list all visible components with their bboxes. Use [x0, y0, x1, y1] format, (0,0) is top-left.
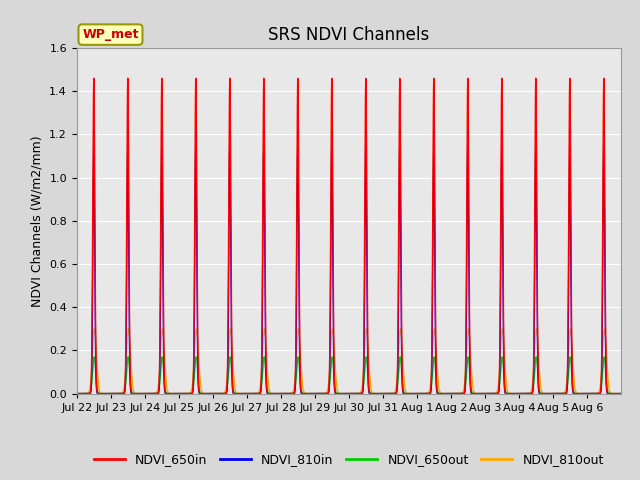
NDVI_650in	[617, 391, 625, 396]
NDVI_650in	[100, 391, 108, 396]
NDVI_810out	[476, 391, 484, 396]
NDVI_810in	[90, 143, 98, 148]
Title: SRS NDVI Channels: SRS NDVI Channels	[268, 25, 429, 44]
Line: NDVI_810out: NDVI_810out	[77, 329, 621, 394]
NDVI_810in	[395, 255, 403, 261]
Text: WP_met: WP_met	[82, 28, 139, 41]
Legend: NDVI_650in, NDVI_810in, NDVI_650out, NDVI_810out: NDVI_650in, NDVI_810in, NDVI_650out, NDV…	[89, 448, 609, 471]
NDVI_810in	[617, 391, 625, 396]
NDVI_650out	[476, 391, 484, 396]
Line: NDVI_810in: NDVI_810in	[77, 145, 621, 394]
NDVI_650in	[419, 391, 426, 396]
NDVI_810out	[395, 347, 403, 352]
NDVI_650out	[395, 367, 403, 373]
NDVI_810in	[270, 391, 278, 396]
NDVI_810out	[419, 391, 426, 396]
NDVI_810out	[100, 391, 108, 396]
NDVI_810out	[270, 391, 278, 396]
NDVI_810in	[100, 391, 108, 396]
NDVI_650out	[506, 391, 513, 396]
NDVI_650out	[270, 391, 278, 396]
NDVI_650in	[90, 75, 98, 81]
NDVI_650out	[73, 391, 81, 396]
NDVI_810in	[476, 391, 484, 396]
NDVI_650in	[395, 204, 403, 210]
NDVI_650in	[506, 391, 513, 396]
NDVI_650out	[100, 391, 108, 396]
NDVI_810out	[73, 391, 81, 396]
NDVI_810out	[617, 391, 625, 396]
NDVI_650in	[476, 391, 484, 396]
Y-axis label: NDVI Channels (W/m2/mm): NDVI Channels (W/m2/mm)	[31, 135, 44, 307]
NDVI_650out	[617, 391, 625, 396]
NDVI_810out	[506, 390, 513, 396]
NDVI_810in	[506, 391, 513, 396]
NDVI_650out	[600, 354, 608, 360]
NDVI_650in	[73, 391, 81, 396]
NDVI_810in	[73, 391, 81, 396]
NDVI_810in	[419, 391, 426, 396]
NDVI_810out	[600, 326, 608, 332]
Line: NDVI_650in: NDVI_650in	[77, 78, 621, 394]
NDVI_650out	[419, 391, 426, 396]
NDVI_650in	[270, 391, 278, 396]
Line: NDVI_650out: NDVI_650out	[77, 357, 621, 394]
